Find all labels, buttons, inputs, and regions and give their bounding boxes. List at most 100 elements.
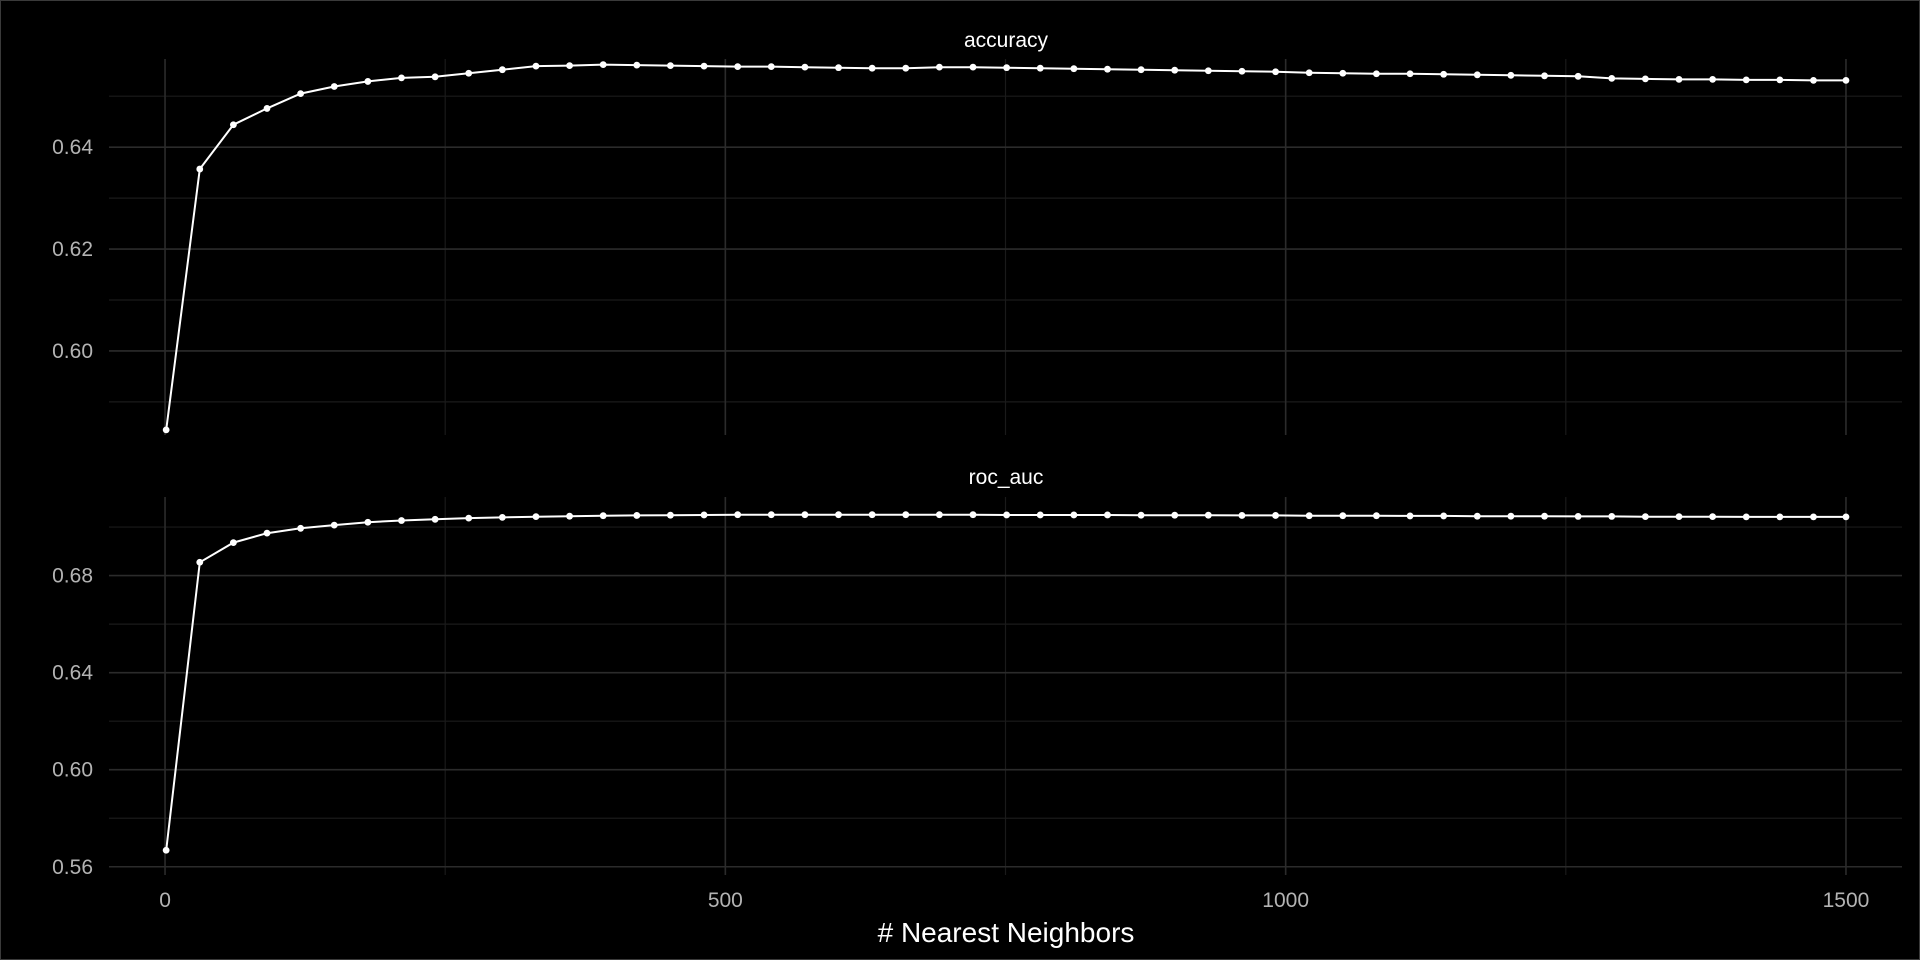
y-tick-label: 0.64 xyxy=(52,136,93,159)
data-point xyxy=(263,529,271,537)
data-point xyxy=(1003,64,1011,72)
data-point xyxy=(229,539,237,547)
data-point xyxy=(868,511,876,519)
data-point xyxy=(1036,511,1044,519)
data-point xyxy=(1776,76,1784,84)
data-point xyxy=(1238,67,1246,75)
data-point xyxy=(364,518,372,526)
data-point xyxy=(599,61,607,69)
data-point xyxy=(1070,511,1078,519)
data-point xyxy=(1810,513,1817,521)
data-point xyxy=(1373,512,1380,520)
data-point xyxy=(969,511,977,519)
data-point xyxy=(1406,70,1414,78)
data-point xyxy=(398,517,405,524)
data-point xyxy=(263,105,271,112)
data-point xyxy=(1810,76,1817,84)
data-point xyxy=(431,73,439,81)
data-point xyxy=(1776,513,1784,521)
data-point xyxy=(1137,66,1145,74)
panel-accuracy: accuracy 0.60 0.62 0.64 xyxy=(52,29,1902,435)
data-point xyxy=(835,511,842,519)
data-point xyxy=(1238,512,1246,519)
data-point xyxy=(868,64,876,72)
data-point xyxy=(1675,75,1683,83)
facet-title-accuracy: accuracy xyxy=(964,29,1049,52)
data-point xyxy=(1842,513,1850,521)
data-point xyxy=(1641,513,1649,521)
x-axis-title: # Nearest Neighbors xyxy=(878,917,1135,948)
data-point xyxy=(297,90,305,98)
data-point xyxy=(1608,513,1616,520)
data-point xyxy=(1272,512,1279,519)
data-point xyxy=(162,846,170,854)
data-point xyxy=(1842,76,1850,84)
data-point xyxy=(1171,66,1179,74)
data-point xyxy=(801,511,809,519)
data-point xyxy=(1339,512,1347,520)
data-point xyxy=(700,511,708,519)
data-point xyxy=(1574,72,1582,80)
data-point xyxy=(599,512,607,520)
data-point xyxy=(835,64,842,72)
facet-title-roc-auc: roc_auc xyxy=(969,466,1044,489)
data-point xyxy=(1104,65,1111,73)
data-point xyxy=(1204,511,1212,519)
data-point xyxy=(902,511,910,519)
y-tick-label: 0.64 xyxy=(52,662,93,685)
x-tick-label: 1500 xyxy=(1823,889,1870,912)
data-point xyxy=(532,513,540,521)
data-point xyxy=(1104,511,1111,519)
data-point xyxy=(1406,512,1414,520)
data-point xyxy=(734,511,742,519)
y-tick-label: 0.60 xyxy=(52,340,93,363)
data-point xyxy=(330,521,338,529)
data-point xyxy=(1171,511,1179,519)
data-point xyxy=(162,426,170,434)
data-point xyxy=(196,165,204,173)
data-point xyxy=(935,63,943,71)
data-point xyxy=(1641,75,1649,83)
data-point xyxy=(1339,69,1347,77)
x-tick-label: 0 xyxy=(159,889,171,912)
y-tick-label: 0.62 xyxy=(52,238,93,261)
data-point xyxy=(532,62,540,70)
data-point xyxy=(398,74,405,82)
data-point xyxy=(364,78,372,85)
data-point xyxy=(1440,70,1448,78)
y-tick-label: 0.60 xyxy=(52,759,93,782)
data-point xyxy=(902,64,910,72)
grid-lines xyxy=(109,59,1902,435)
data-point xyxy=(1574,513,1582,520)
series-line xyxy=(165,63,1846,431)
panel-roc-auc: roc_auc 0.56 0.60 0.64 0.68 xyxy=(52,466,1902,879)
data-point xyxy=(1507,71,1515,79)
data-point xyxy=(1709,75,1717,83)
data-point xyxy=(297,524,305,532)
data-point xyxy=(1541,72,1548,80)
data-point xyxy=(465,514,473,522)
grid-lines xyxy=(109,497,1902,875)
data-point xyxy=(1036,64,1044,72)
x-tick-label: 1000 xyxy=(1262,889,1309,912)
y-tick-label: 0.56 xyxy=(52,856,93,879)
data-point xyxy=(767,63,775,71)
data-point xyxy=(566,512,573,520)
data-point xyxy=(734,63,742,71)
data-point xyxy=(633,61,641,69)
data-point xyxy=(330,83,338,90)
data-point xyxy=(1204,67,1212,75)
data-point xyxy=(1608,74,1616,82)
data-point xyxy=(801,63,809,71)
data-point xyxy=(1305,69,1313,77)
data-point xyxy=(1070,65,1078,73)
data-point xyxy=(700,62,708,70)
x-tick-label: 500 xyxy=(708,889,743,912)
data-point xyxy=(498,513,506,521)
data-point xyxy=(1473,71,1481,79)
data-point xyxy=(667,62,674,70)
data-point xyxy=(229,121,237,129)
data-point xyxy=(1440,512,1448,520)
